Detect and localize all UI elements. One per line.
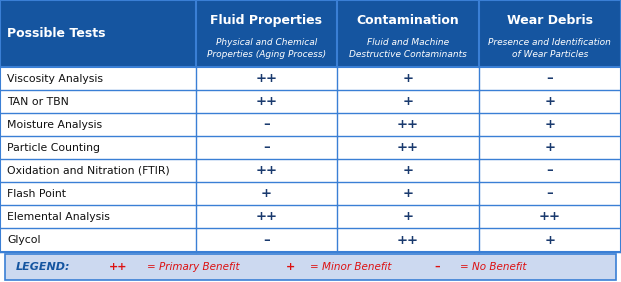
Text: Flash Point: Flash Point bbox=[7, 189, 66, 199]
Text: ++: ++ bbox=[109, 262, 127, 272]
Text: +: + bbox=[261, 188, 272, 201]
Bar bbox=[0, 67, 621, 90]
Text: = No Benefit: = No Benefit bbox=[460, 262, 526, 272]
Text: Fluid Properties: Fluid Properties bbox=[211, 14, 322, 27]
Text: ++: ++ bbox=[255, 210, 278, 223]
Text: Glycol: Glycol bbox=[7, 235, 41, 245]
Text: = Primary Benefit: = Primary Benefit bbox=[147, 262, 240, 272]
Text: ++: ++ bbox=[539, 210, 561, 223]
Text: LEGEND:: LEGEND: bbox=[16, 262, 70, 272]
Text: –: – bbox=[435, 262, 440, 272]
Text: Physical and Chemical
Properties (Aging Process): Physical and Chemical Properties (Aging … bbox=[207, 38, 326, 59]
Text: ++: ++ bbox=[255, 95, 278, 108]
Bar bbox=[5, 254, 616, 280]
Text: +: + bbox=[402, 95, 414, 108]
Text: Viscosity Analysis: Viscosity Analysis bbox=[7, 74, 104, 84]
Text: ++: ++ bbox=[255, 164, 278, 177]
Text: Possible Tests: Possible Tests bbox=[7, 27, 106, 40]
Text: +: + bbox=[402, 188, 414, 201]
Text: Contamination: Contamination bbox=[356, 14, 460, 27]
Text: –: – bbox=[546, 72, 553, 85]
Text: –: – bbox=[263, 141, 270, 154]
Text: +: + bbox=[545, 118, 555, 131]
Text: –: – bbox=[546, 188, 553, 201]
Text: Wear Debris: Wear Debris bbox=[507, 14, 593, 27]
Text: Oxidation and Nitration (FTIR): Oxidation and Nitration (FTIR) bbox=[7, 166, 170, 176]
Text: TAN or TBN: TAN or TBN bbox=[7, 97, 70, 107]
Text: –: – bbox=[546, 164, 553, 177]
Text: –: – bbox=[263, 233, 270, 246]
Bar bbox=[0, 182, 621, 205]
Text: = Minor Benefit: = Minor Benefit bbox=[310, 262, 392, 272]
Text: +: + bbox=[286, 262, 295, 272]
Text: +: + bbox=[402, 72, 414, 85]
Bar bbox=[0, 159, 621, 182]
Bar bbox=[0, 90, 621, 113]
Text: +: + bbox=[545, 141, 555, 154]
Text: Moisture Analysis: Moisture Analysis bbox=[7, 120, 102, 130]
Bar bbox=[0, 228, 621, 252]
Text: Particle Counting: Particle Counting bbox=[7, 143, 101, 153]
Text: +: + bbox=[545, 233, 555, 246]
Text: ++: ++ bbox=[255, 72, 278, 85]
Text: Presence and Identification
of Wear Particles: Presence and Identification of Wear Part… bbox=[489, 38, 611, 59]
Text: ++: ++ bbox=[397, 118, 419, 131]
Text: Elemental Analysis: Elemental Analysis bbox=[7, 212, 111, 222]
Bar bbox=[0, 0, 621, 67]
Bar bbox=[0, 205, 621, 228]
Text: +: + bbox=[545, 95, 555, 108]
Bar bbox=[0, 113, 621, 136]
Text: +: + bbox=[402, 164, 414, 177]
Text: ++: ++ bbox=[397, 141, 419, 154]
Bar bbox=[0, 0, 621, 67]
Bar bbox=[0, 136, 621, 159]
Text: –: – bbox=[263, 118, 270, 131]
Text: Fluid and Machine
Destructive Contaminants: Fluid and Machine Destructive Contaminan… bbox=[349, 38, 467, 59]
Text: ++: ++ bbox=[397, 233, 419, 246]
Text: +: + bbox=[402, 210, 414, 223]
